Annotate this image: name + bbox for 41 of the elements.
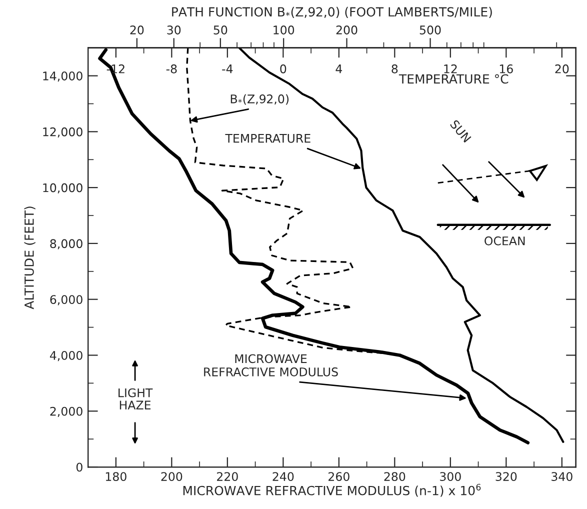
x2-tick-label: 4 <box>336 64 342 74</box>
y-tick-label: 14,000 <box>43 72 82 82</box>
x2-tick-label: 0 <box>280 64 286 74</box>
x-tick-label: 500 <box>420 26 441 34</box>
x-tick-label: 200 <box>336 26 358 34</box>
x-tick-label: 100 <box>274 26 294 34</box>
annotation: TEMPERATURE <box>225 134 310 143</box>
x2-tick-label: 16 <box>500 64 513 74</box>
x-tick-label: 30 <box>167 26 181 34</box>
x2-tick-label: 8 <box>392 64 398 74</box>
x-tick-label: 180 <box>106 472 126 482</box>
annotation: MICROWAVE REFRACTIVE MODULUS <box>204 354 338 376</box>
x2-tick-label: -4 <box>222 64 233 74</box>
x-tick-label: 280 <box>384 472 406 482</box>
y-tick-label: 8,000 <box>50 239 82 250</box>
y-tick-label: 2,000 <box>50 406 82 417</box>
y-axis-title: ALTITUDE (FEET) <box>24 206 36 310</box>
annotation: B$_{*}$(Z,92,0) <box>230 94 289 105</box>
x-tick-label: 260 <box>328 472 350 482</box>
x-tick-label: 20 <box>130 26 144 34</box>
y-tick-label: 10,000 <box>43 183 82 194</box>
y-tick-label: 6,000 <box>50 295 82 306</box>
annotation: OCEAN <box>484 236 525 246</box>
y-tick-label: 12,000 <box>43 127 82 138</box>
x-tick-label: 300 <box>440 472 461 482</box>
x-axis-title: MICROWAVE REFRACTIVE MODULUS (n-1) x 10$^{6}$ <box>183 484 481 497</box>
y-tick-label: 0 <box>76 462 82 472</box>
x2-tick-label: 12 <box>444 64 457 74</box>
x-tick-label: 240 <box>272 472 294 482</box>
y-tick-label: 4,000 <box>50 350 82 362</box>
x-tick-label: 320 <box>496 472 517 482</box>
annotation: LIGHT HAZE <box>118 388 153 410</box>
line-series <box>98 48 530 444</box>
x-tick-label: 340 <box>552 472 572 482</box>
x2-axis-title: TEMPERATURE °C <box>398 74 508 84</box>
x2-tick-label: 20 <box>555 64 569 74</box>
x-tick-label: 200 <box>161 472 182 482</box>
x2-tick-label: -8 <box>166 64 177 74</box>
x-tick-label: 50 <box>214 26 228 34</box>
x-axis-title: PATH FUNCTION B$_{*}$(Z,92,0) (FOOT LAMBERTS/MILE) <box>172 6 492 18</box>
x-tick-label: 220 <box>217 472 238 482</box>
